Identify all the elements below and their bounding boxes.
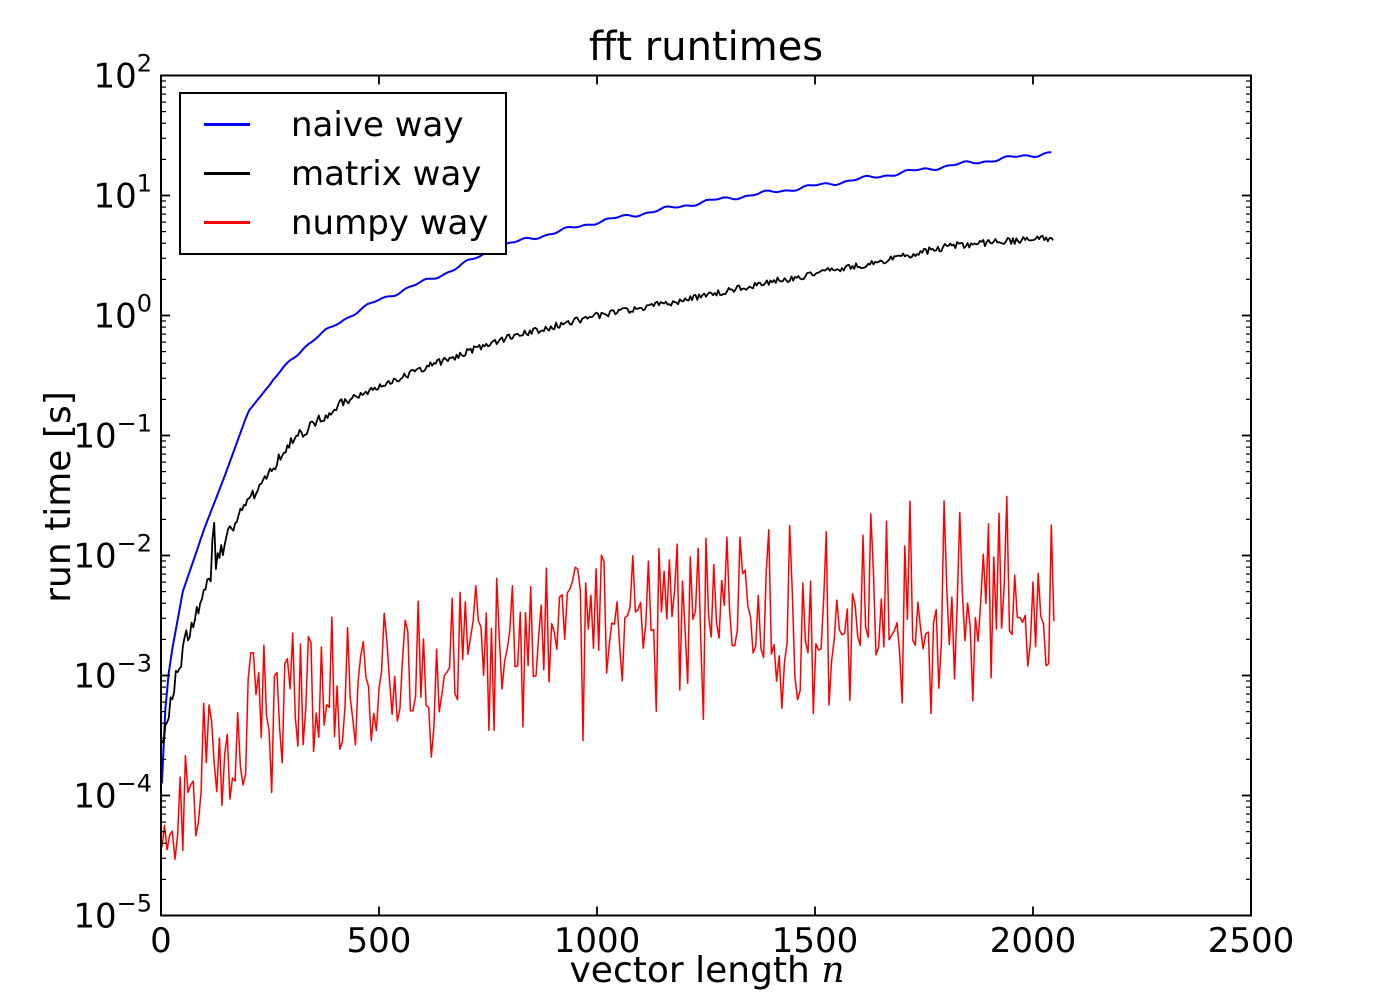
- series-numpy-way-line: [161, 495, 1055, 860]
- y-axis-ticks: [161, 74, 1251, 917]
- y-axis-minor-ticks: [161, 80, 1251, 880]
- legend-label-numpy: numpy way: [291, 202, 489, 243]
- svg-text:1000: 1000: [554, 921, 641, 961]
- legend-label-matrix: matrix way: [291, 153, 482, 194]
- x-axis-ticks: [160, 75, 1252, 916]
- svg-text:102: 102: [93, 50, 152, 97]
- legend-item-naive-way: naive way: [181, 100, 505, 149]
- svg-text:500: 500: [347, 921, 412, 961]
- x-axis-label: vector length n: [407, 951, 1007, 991]
- svg-text:10−1: 10−1: [73, 410, 152, 457]
- svg-text:1500: 1500: [772, 921, 859, 961]
- series-matrix-way-line: [161, 234, 1054, 745]
- svg-text:10−4: 10−4: [73, 770, 152, 817]
- x-axis-label-math-n: n: [821, 950, 845, 991]
- legend-line-sample-numpy: [204, 221, 250, 224]
- legend-line-sample-matrix: [204, 172, 250, 175]
- svg-text:10−3: 10−3: [73, 650, 152, 697]
- svg-text:2000: 2000: [990, 921, 1077, 961]
- y-axis-tick-labels: 102 101 100 10−1 10−2 10−3 10−4 10−5: [73, 50, 152, 937]
- chart-title: fft runtimes: [588, 24, 824, 70]
- svg-text:10−5: 10−5: [73, 890, 152, 937]
- svg-text:10−2: 10−2: [73, 530, 152, 577]
- legend-line-sample-naive: [204, 123, 250, 126]
- svg-text:0: 0: [150, 921, 172, 961]
- series-group: [160, 151, 1055, 860]
- svg-text:101: 101: [93, 170, 152, 217]
- series-naive-way-line: [160, 151, 1052, 784]
- x-axis-tick-labels: 0 500 1000 1500 2000 2500: [150, 921, 1294, 961]
- legend-item-numpy-way: numpy way: [181, 198, 505, 247]
- x-axis-label-text: vector length: [569, 950, 822, 991]
- axes-spines: [160, 74, 1252, 917]
- svg-text:100: 100: [93, 290, 152, 337]
- legend-box: naive way matrix way numpy way: [179, 92, 507, 255]
- y-axis-label: run time [s]: [38, 391, 79, 603]
- svg-text:2500: 2500: [1208, 921, 1295, 961]
- legend-label-naive: naive way: [291, 104, 464, 145]
- legend-item-matrix-way: matrix way: [181, 149, 505, 198]
